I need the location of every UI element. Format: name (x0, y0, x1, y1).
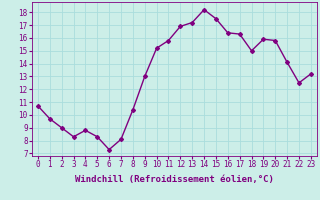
X-axis label: Windchill (Refroidissement éolien,°C): Windchill (Refroidissement éolien,°C) (75, 175, 274, 184)
